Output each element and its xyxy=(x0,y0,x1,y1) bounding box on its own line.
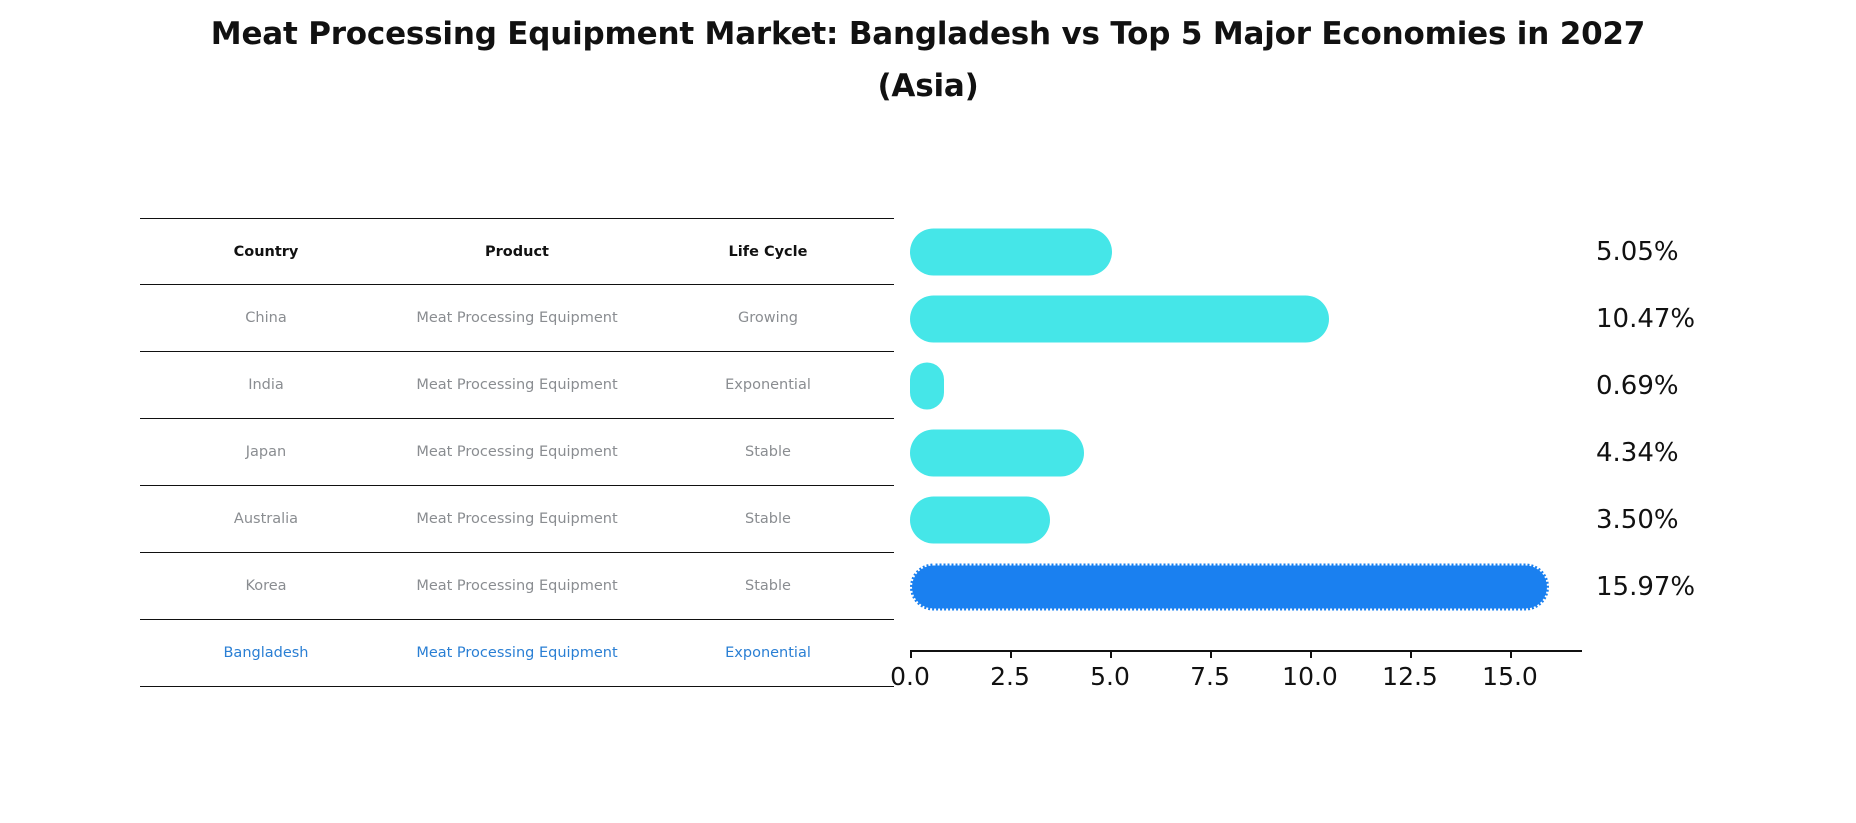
cell-life-cycle: Exponential xyxy=(642,351,894,419)
market-table: Country Product Life Cycle China Meat Pro… xyxy=(140,218,894,687)
cell-country: India xyxy=(140,351,392,419)
cell-product: Meat Processing Equipment xyxy=(392,351,642,419)
cell-country: Australia xyxy=(140,485,392,553)
bar-row: 10.47% xyxy=(894,285,1695,352)
cell-country: Japan xyxy=(140,418,392,486)
table-row: Australia Meat Processing Equipment Stable xyxy=(140,485,894,553)
bar-row: 15.97% xyxy=(894,553,1695,620)
bar-row: 3.50% xyxy=(894,486,1679,553)
table-row: India Meat Processing Equipment Exponentia… xyxy=(140,351,894,419)
x-axis-tick-label: 10.0 xyxy=(1282,662,1338,691)
title-line-1: Meat Processing Equipment Market: Bangla… xyxy=(210,16,1646,52)
bar-value-label: 10.47% xyxy=(1596,303,1696,334)
market-table-panel: Country Product Life Cycle China Meat Pro… xyxy=(140,218,894,687)
x-axis-tick xyxy=(1010,650,1012,658)
cell-life-cycle: Stable xyxy=(642,485,894,553)
cell-life-cycle: Stable xyxy=(642,552,894,620)
x-axis-tick xyxy=(1310,650,1312,658)
cell-life-cycle: Stable xyxy=(642,418,894,486)
page-title: Meat Processing Equipment Market: Bangla… xyxy=(0,8,1856,112)
bar-row: 5.05% xyxy=(894,218,1679,285)
bar[interactable] xyxy=(910,228,1112,275)
cell-product: Meat Processing Equipment xyxy=(392,619,642,687)
bar-value-label: 5.05% xyxy=(1596,236,1679,267)
cell-product: Meat Processing Equipment xyxy=(392,485,642,553)
cell-life-cycle: Growing xyxy=(642,284,894,352)
table-body: China Meat Processing Equipment Growing Ind… xyxy=(140,284,894,687)
x-axis-tick xyxy=(1210,650,1212,658)
cell-country: Bangladesh xyxy=(140,619,392,687)
cell-product: Meat Processing Equipment xyxy=(392,418,642,486)
bar-value-label: 4.34% xyxy=(1596,437,1679,468)
table-head: Country Product Life Cycle xyxy=(140,218,894,285)
cell-product: Meat Processing Equipment xyxy=(392,284,642,352)
table-row: Japan Meat Processing Equipment Stable xyxy=(140,418,894,486)
cell-life-cycle: Exponential xyxy=(642,619,894,687)
table-row: China Meat Processing Equipment Growing xyxy=(140,284,894,352)
title-line-2: (Asia) xyxy=(877,68,979,105)
x-axis-tick xyxy=(1510,650,1512,658)
x-axis-tick xyxy=(1110,650,1112,658)
cell-country: Korea xyxy=(140,552,392,620)
table-row: Korea Meat Processing Equipment Stable xyxy=(140,552,894,620)
column-header-life-cycle: Life Cycle xyxy=(642,218,894,285)
x-axis-tick-label: 2.5 xyxy=(990,662,1030,691)
plot-area: 5.05% 10.47% 0.69% 4.34% 3.50% 15.97% xyxy=(894,218,1695,650)
bar-chart-panel: 5.05% 10.47% 0.69% 4.34% 3.50% 15.97% 0.0 2.5 5… xyxy=(890,218,1695,708)
bar[interactable] xyxy=(910,295,1329,342)
x-axis-tick-label: 15.0 xyxy=(1482,662,1538,691)
x-axis-tick-label: 12.5 xyxy=(1382,662,1438,691)
x-axis-tick-label: 7.5 xyxy=(1190,662,1230,691)
bar-value-label: 15.97% xyxy=(1596,571,1696,602)
x-axis-tick-label: 0.0 xyxy=(890,662,930,691)
bar-value-label: 0.69% xyxy=(1596,370,1679,401)
table-header-row: Country Product Life Cycle xyxy=(140,218,894,285)
x-axis-tick xyxy=(1410,650,1412,658)
column-header-country: Country xyxy=(140,218,392,285)
x-axis: 0.0 2.5 5.0 7.5 10.0 12.5 15.0 xyxy=(890,650,1582,708)
x-axis-tick-label: 5.0 xyxy=(1090,662,1130,691)
bar-row: 4.34% xyxy=(894,419,1679,486)
bar-row: 0.69% xyxy=(894,352,1679,419)
x-axis-line xyxy=(910,650,1582,652)
bar-value-label: 3.50% xyxy=(1596,504,1679,535)
bar[interactable] xyxy=(910,362,944,409)
cell-country: China xyxy=(140,284,392,352)
bar-highlight[interactable] xyxy=(910,563,1549,610)
bar[interactable] xyxy=(910,496,1050,543)
column-header-product: Product xyxy=(392,218,642,285)
bar[interactable] xyxy=(910,429,1084,476)
x-axis-tick xyxy=(910,650,912,658)
cell-product: Meat Processing Equipment xyxy=(392,552,642,620)
table-row: Bangladesh Meat Processing Equipment Expon… xyxy=(140,619,894,687)
